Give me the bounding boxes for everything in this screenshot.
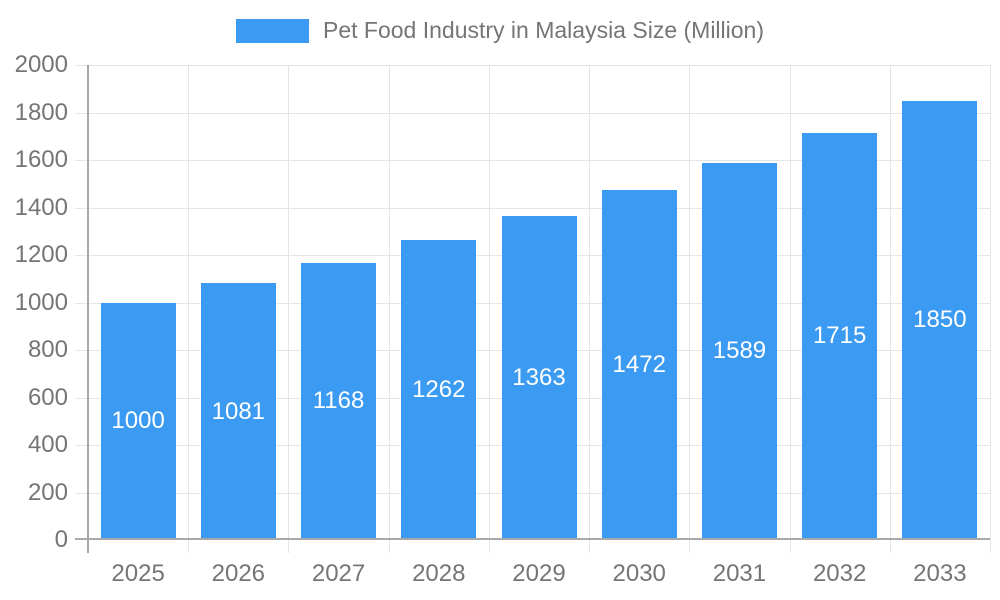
plot-area: 0 200 400 600 800 1000 1200 1400 1600 1800 2000 100… xyxy=(15,53,991,587)
bar: 1262 xyxy=(401,240,477,540)
bar-value-label: 1363 xyxy=(512,364,566,392)
bar-value-label: 1715 xyxy=(812,322,867,350)
x-tick-label: 2025 xyxy=(111,560,165,587)
y-tick-label: 1400 xyxy=(14,193,68,221)
y-tick-label: 600 xyxy=(27,383,68,411)
v-gridline xyxy=(288,65,290,553)
x-tick-label: 2032 xyxy=(812,560,867,587)
y-tick-label: 200 xyxy=(27,478,68,506)
bar-value-label: 1168 xyxy=(312,387,365,415)
y-tick-label: 400 xyxy=(27,431,68,458)
v-gridline xyxy=(388,65,390,553)
h-gridline xyxy=(75,160,990,161)
chart-legend: Pet Food Industry in Malaysia Size (Mill… xyxy=(0,17,1000,44)
bar-value-label: 1081 xyxy=(211,397,266,425)
h-gridline xyxy=(75,112,990,114)
bar-value-label: 1589 xyxy=(712,337,767,365)
y-tick-label: 800 xyxy=(27,336,68,363)
v-gridline xyxy=(789,65,791,553)
y-tick-label: 0 xyxy=(54,526,68,553)
y-tick-label: 1600 xyxy=(14,146,68,173)
v-gridline xyxy=(990,65,991,553)
bar: 1472 xyxy=(601,190,677,540)
x-tick-label: 2027 xyxy=(311,560,366,587)
x-axis-line xyxy=(75,538,990,540)
x-tick-label: 2029 xyxy=(512,560,566,587)
y-tick-label: 1200 xyxy=(14,241,68,268)
bar-value-label: 1000 xyxy=(111,407,165,435)
legend-swatch xyxy=(236,18,309,43)
legend-item[interactable]: Pet Food Industry in Malaysia Size (Mill… xyxy=(236,17,764,44)
v-gridline xyxy=(889,65,891,553)
h-gridline xyxy=(75,207,990,209)
bar: 1081 xyxy=(200,283,276,540)
bar: 1363 xyxy=(501,216,577,540)
x-tick-label: 2031 xyxy=(712,560,767,587)
bar-value-label: 1850 xyxy=(913,306,967,334)
bar: 1589 xyxy=(701,162,777,540)
h-gridline xyxy=(75,65,990,66)
bar: 1850 xyxy=(902,100,978,540)
legend-title: Pet Food Industry in Malaysia Size (Mill… xyxy=(323,17,764,43)
y-tick-label: 1000 xyxy=(14,288,68,316)
bar: 1715 xyxy=(802,132,878,540)
y-tick-label: 1800 xyxy=(14,98,68,126)
bar-value-label: 1262 xyxy=(412,376,466,404)
x-tick-label: 2026 xyxy=(211,560,266,587)
x-tick-label: 2028 xyxy=(412,560,466,587)
y-tick-label: 2000 xyxy=(14,51,68,78)
v-gridline xyxy=(188,65,190,553)
x-tick-label: 2030 xyxy=(612,560,666,587)
v-gridline xyxy=(589,65,591,553)
x-tick-label: 2033 xyxy=(913,560,967,587)
v-gridline xyxy=(689,65,691,553)
y-axis-line xyxy=(87,65,89,553)
bar: 1168 xyxy=(301,262,377,540)
v-gridline xyxy=(488,65,490,553)
bar-value-label: 1472 xyxy=(612,351,666,379)
bar: 1000 xyxy=(100,302,176,540)
